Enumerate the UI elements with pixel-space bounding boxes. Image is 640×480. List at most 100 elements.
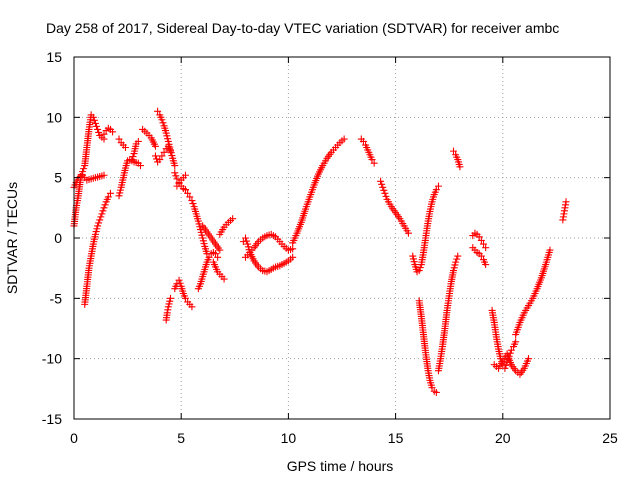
data-point [239,238,247,246]
data-point [205,253,213,261]
series-arc32 [490,350,533,378]
data-point [151,152,159,160]
data-point-interp [80,165,88,173]
grid-lines [74,57,610,419]
series-arc5 [115,156,144,200]
x-tick-label: 0 [70,430,78,446]
data-point [121,144,129,151]
data-point [115,135,123,143]
data-point [379,183,387,191]
series-arc19 [216,215,237,238]
series-arc24 [377,177,412,237]
data-point [289,245,297,253]
data-point-interp [93,122,101,130]
x-axis-label: GPS time / hours [287,458,394,474]
data-point [98,210,106,218]
series-arc22 [289,135,348,247]
data-point [512,338,520,346]
x-tick-label: 10 [281,430,297,446]
data-point [175,180,183,188]
data-point [154,107,162,115]
series-arc27 [434,252,462,375]
data-point [158,116,166,124]
data-point [173,280,181,288]
y-tick-label: 0 [54,230,62,246]
data-point-interp [99,207,107,215]
data-point [100,130,108,138]
data-point [404,229,412,237]
data-point [94,125,102,133]
series-arc2 [70,171,108,191]
data-point [480,240,488,248]
data-point [89,113,97,121]
data-point [359,137,367,145]
data-point-interp [95,128,103,136]
series-arc18 [209,258,228,283]
series-arc29 [469,229,490,252]
series-arc17 [199,222,224,254]
data-point [449,147,457,155]
data-point [158,152,166,160]
data-point-interp [153,155,161,163]
axis-ticks: 0 5 10 15 20 25 -15 -10 -5 0 5 10 15 [42,49,618,446]
data-point [370,159,378,167]
data-point-interp [97,213,105,221]
data-point [214,253,222,261]
data-point [546,246,554,254]
data-point [482,244,490,252]
data-point [368,156,376,164]
data-point [181,294,189,302]
x-tick-label: 5 [177,430,185,446]
data-point [456,163,464,171]
data-point [562,198,570,206]
data-point [109,128,117,136]
data-point [173,175,181,183]
series-arc7 [128,137,142,164]
data-point [475,233,483,241]
series-arc21 [242,230,297,261]
data-point [340,135,348,143]
data-point [151,142,159,150]
data-point [229,215,237,223]
data-point [156,156,164,164]
data-point [525,355,533,363]
data-point [501,364,509,372]
data-point [184,189,192,197]
data-point [166,294,174,302]
series-arc8 [139,125,159,150]
series-arc33 [512,246,554,339]
chart-title: Day 258 of 2017, Sidereal Day-to-day VTE… [46,20,559,36]
data-point [100,204,108,212]
data-point [91,119,99,127]
data-point [96,216,104,224]
data-point [181,186,189,194]
data-point [171,169,179,177]
data-point [242,234,250,242]
data-point [289,253,297,261]
series-arc14 [171,276,196,311]
data-point-interp [159,119,167,127]
data-point [188,303,196,311]
data-point [454,252,462,260]
y-tick-label: -5 [50,290,63,306]
y-tick-label: 5 [54,170,62,186]
data-point-interp [129,153,137,161]
data-point-interp [453,255,461,263]
series-arc16 [194,248,222,293]
series-arc3 [81,189,114,308]
data-point [216,246,224,254]
data-point [188,197,196,205]
data-point-interp [90,116,98,124]
series-arc10 [154,107,179,170]
data-point [381,189,389,197]
data-point [432,388,440,396]
data-point [477,252,485,260]
y-tick-label: 15 [46,49,62,65]
data-point [134,137,142,145]
data-point [106,189,114,197]
data-point [171,162,179,170]
data-point [186,193,194,201]
data-point [128,156,136,164]
data-point [136,162,144,170]
